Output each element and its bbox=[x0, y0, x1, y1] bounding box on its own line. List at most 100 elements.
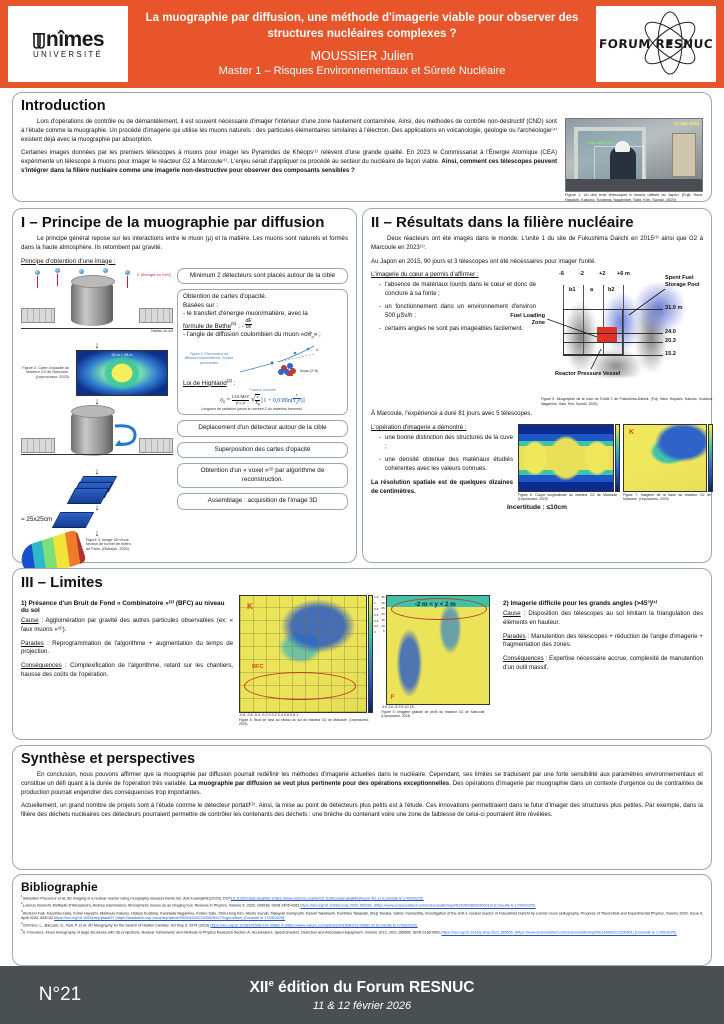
section-1-diagram-column: E (énergie en KeV) Niveau du sol ↓ Figur… bbox=[17, 267, 173, 581]
rotation-arrow-icon bbox=[114, 423, 137, 446]
header-text-block: La muographie par diffusion, une méthode… bbox=[134, 11, 590, 77]
bethe-formula-expr: : - dE dx bbox=[238, 317, 252, 330]
section-2-marcoule-figures: Figure 6. Coupe longitudinale du réacteu… bbox=[518, 424, 713, 502]
reference-item: 1Sébastien Procureur et al. 3D imaging o… bbox=[21, 894, 424, 901]
reference-link[interactable]: 10.1126/sciadv.abq8431 bbox=[230, 896, 272, 901]
limit-2-parades-text: : Manutention des télescopes + réduction… bbox=[503, 632, 703, 649]
introduction-text: Lors d'opérations de contrôle ou de déma… bbox=[21, 118, 559, 203]
section-2-marcoule-text: À Marcoule, l'expérience a duré 81 jours… bbox=[371, 410, 533, 418]
step-box-voxel: Obtention d'un « voxel »⁽²⁾ par algorith… bbox=[177, 463, 348, 489]
page-title: La muographie par diffusion, une méthode… bbox=[145, 11, 579, 40]
figure-9-f-label: F bbox=[390, 695, 395, 701]
step-box-superposition: Superposition des cartes d'opacité bbox=[177, 441, 348, 459]
radiation-length-note: Longueur de radiation (selon le nombre Z… bbox=[201, 406, 303, 411]
poster-number: N°21 bbox=[38, 984, 82, 1005]
flow-arrow-icon-2: ↓ bbox=[94, 395, 100, 406]
flow-arrow-icon: ↓ bbox=[94, 339, 100, 350]
list-item: un fonctionnement dans un environnement … bbox=[379, 303, 536, 321]
figure-8-caption: Figure 8. Bruit de fond au niveau du sol… bbox=[239, 718, 369, 727]
opacity-map-figure: 28 m × 28 m bbox=[76, 349, 168, 396]
figure-6-colorbar bbox=[615, 424, 620, 493]
section-1-panel: I – Principe de la muographie par diffus… bbox=[12, 208, 357, 581]
reference-link[interactable]: https://doi.org/10.1016/j.nima.2021.1656… bbox=[441, 930, 513, 935]
intro-paragraph-2a: Certaines images données par les premier… bbox=[21, 149, 557, 166]
limit-1-cause-text: : Agglomération par gravité des autres p… bbox=[21, 617, 233, 633]
logo-forum-resnuc: FORUM RESNUC bbox=[596, 6, 716, 82]
section-2-paragraph-2: Au Japon en 2015, 90 jours et 3 télescop… bbox=[371, 257, 597, 265]
section-3-figures: K BFC 1.2 1 0.8 0.6 0.4 0.2 0 -0.8 -0.6 -0.4 -… bbox=[239, 595, 497, 726]
opacity-line-3: - le transfert d'énergie muon/matière, a… bbox=[183, 310, 308, 318]
reference-link[interactable]: https://doi.org/10.1093/ptep/ptaa027 bbox=[54, 915, 115, 920]
logo-resnuc-text: FORUM RESNUC bbox=[598, 37, 714, 51]
muon-detection-diagram: E (énergie en KeV) Niveau du sol bbox=[21, 267, 173, 340]
synthesis-paragraph-2: Actuellement, un grand nombre de projets… bbox=[21, 802, 703, 819]
step-box-detectors: Minimum 2 détecteurs sont placés autour … bbox=[177, 267, 348, 285]
section-1-intro: Le principe général repose sur les inter… bbox=[21, 235, 348, 251]
ground-line bbox=[21, 327, 173, 329]
muon-detection-diagram-2 bbox=[21, 404, 173, 466]
figure-7-k-label: K bbox=[629, 429, 635, 437]
limit-1-parades-label: Parades bbox=[21, 639, 44, 647]
figure-8-colorbar bbox=[368, 595, 373, 713]
fuku-density-plume bbox=[593, 283, 688, 356]
limit-1-consequences-label: Conséquences bbox=[21, 662, 62, 670]
coulomb-scattering-icon: Noyau (Z+N) θ bbox=[239, 345, 318, 376]
fuel-loading-leader-icon bbox=[547, 319, 598, 338]
flow-arrow-icon-4: ↓ bbox=[94, 501, 100, 512]
section-2-findings2-lead: L'opération d'imagerie a démontré : bbox=[371, 424, 467, 432]
list-item: une bonne distinction des structures de … bbox=[379, 434, 513, 452]
ground-label: Niveau du sol bbox=[151, 328, 173, 333]
synthesis-key-statement: La muographie par diffusion se veut plus… bbox=[189, 779, 450, 787]
bibliography-heading: Bibliographie bbox=[21, 880, 98, 894]
synthesis-panel: Synthèse et perspectives En conclusion, … bbox=[12, 745, 712, 870]
figure-8-bfc-highlight bbox=[244, 672, 356, 700]
fuku-height-label: 15.2 bbox=[665, 351, 676, 358]
reference-link[interactable]: https://doi.org/10.1016/j.revip.2020.100… bbox=[300, 903, 372, 908]
fuku-axis-label: +2 bbox=[599, 271, 606, 278]
figure-7-colorbar bbox=[708, 424, 713, 493]
voxel-stack-figure bbox=[21, 475, 173, 504]
section-3-panel: III – Limites 1) Présence d'un Bruit de … bbox=[12, 568, 712, 740]
poster-footer: N°21 XIIe édition du Forum RESNUC 11 & 1… bbox=[0, 966, 724, 1024]
section-2-panel: II – Résultats dans la filière nucléaire… bbox=[362, 208, 713, 563]
limit-2-cause-label: Cause bbox=[503, 610, 521, 617]
highland-ref: (2) bbox=[226, 377, 233, 383]
photo-overlay-text: Total weight: 4.5 t bbox=[588, 141, 615, 145]
reference-item: 4Cimmino, L., Baccani, G., Noli, P. et a… bbox=[21, 921, 418, 928]
limit-2-parades-label: Parades bbox=[503, 632, 526, 640]
figure-9-caption: Figure 9. Imagerie globale de profil du … bbox=[381, 710, 486, 719]
author-name: MOUSSIER Julien bbox=[310, 49, 414, 64]
figure-8-heatmap: K BFC bbox=[239, 595, 367, 713]
atom-orbit-icon bbox=[644, 11, 696, 75]
synthesis-heading: Synthèse et perspectives bbox=[21, 751, 196, 767]
section-1-steps-column: Minimum 2 détecteurs sont placés autour … bbox=[177, 267, 348, 572]
fuku-height-label: 20.3 bbox=[665, 338, 676, 345]
list-item: certains angles ne sont pas imageables f… bbox=[379, 325, 536, 334]
section-2-findings-column: L'imagerie du cœur a permis d'affirmer :… bbox=[371, 271, 536, 406]
figure-7-heatmap: K bbox=[623, 424, 707, 493]
section-2-heading: II – Résultats dans la filière nucléaire bbox=[371, 214, 634, 231]
limit-1-cause-label: Cause bbox=[21, 617, 39, 624]
logo-nimes-text: nîmes bbox=[45, 28, 105, 51]
fuku-col-label: b1 bbox=[569, 287, 576, 294]
fukushima-muography-figure: -6 -2 +2 +6 m b1 a b2 31.0 m bbox=[510, 271, 713, 396]
flow-arrow-icon-3: ↓ bbox=[94, 465, 100, 476]
reference-link[interactable]: https://doi.org/10.1038/s41598-019-39682… bbox=[210, 923, 284, 928]
fuku-axis-label: -2 bbox=[579, 271, 584, 278]
photo-floor-shape bbox=[566, 179, 702, 191]
photo-worker-shape bbox=[610, 147, 636, 185]
intro-research-question: Ainsi, comment ces télescopes peuvent s'… bbox=[21, 158, 557, 175]
limit-1-title: 1) Présence d'un Bruit de Fond « Combina… bbox=[21, 600, 225, 614]
photo-helmet-shape bbox=[615, 141, 630, 152]
section-2-findings-lead: L'imagerie du cœur a permis d'affirmer : bbox=[371, 271, 479, 279]
figure-9-heatmap: -2 m < y < 2 m F bbox=[385, 595, 490, 705]
svg-text:θ: θ bbox=[316, 348, 318, 352]
section-3-limit-1: 1) Présence d'un Bruit de Fond « Combina… bbox=[21, 595, 233, 726]
limit-2-consequences-text: : Expertise nécessaire accrue, complexit… bbox=[503, 655, 703, 672]
detector-left-shape bbox=[21, 307, 55, 323]
fuku-fuel-hotspot bbox=[597, 327, 617, 344]
reference-item: 3Hirofumi Fujii, Kazuhiko Hara, Kohei Ha… bbox=[21, 908, 703, 920]
spent-fuel-leader-icon bbox=[628, 289, 666, 316]
synthesis-paragraph-1c: . Des opérations d'imagerie par muograph… bbox=[21, 779, 704, 796]
list-item: une densité obtenue des matériaux étudié… bbox=[379, 456, 513, 474]
